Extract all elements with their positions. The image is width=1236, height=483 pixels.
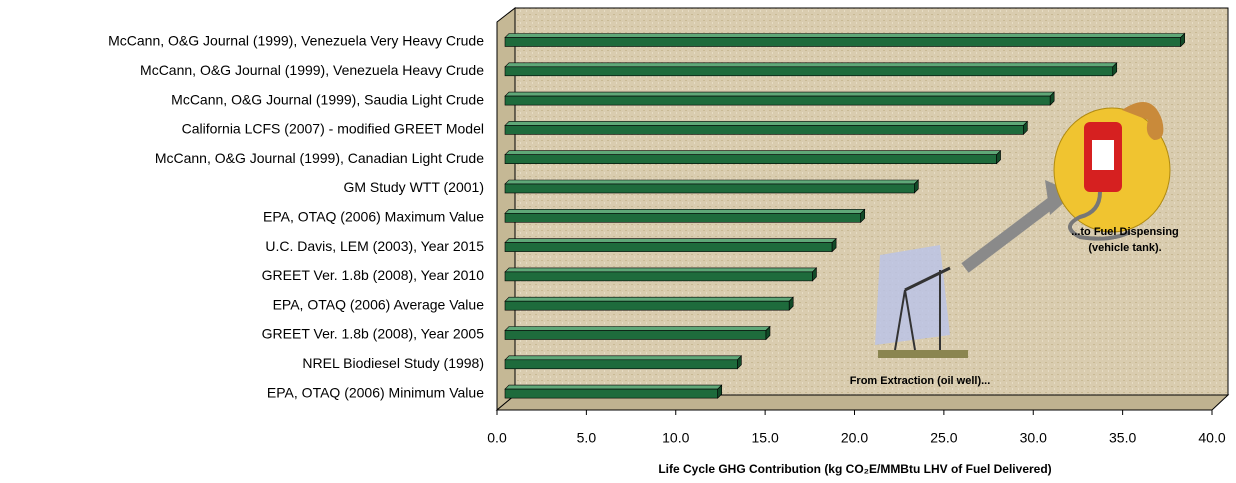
x-tick-label: 5.0 [577,430,597,446]
bar [504,62,1118,77]
bar [504,355,743,370]
annotation: ...to Fuel Dispensing [1071,226,1179,238]
x-tick-label: 35.0 [1109,430,1136,446]
x-axis-title: Life Cycle GHG Contribution (kg CO₂E/MMB… [658,462,1051,476]
bar [504,325,771,341]
annotation: (vehicle tank). [1088,242,1161,254]
bar [504,208,866,224]
annotation: From Extraction (oil well)... [850,375,991,387]
illustration [875,102,1171,358]
bar [504,120,1029,136]
bar [504,296,794,311]
bar [504,91,1055,106]
y-tick-label: McCann, O&G Journal (1999), Canadian Lig… [155,150,484,166]
x-tick-label: 30.0 [1020,430,1047,446]
x-tick-label: 40.0 [1198,430,1225,446]
y-tick-label: EPA, OTAQ (2006) Minimum Value [267,384,484,400]
y-tick-label: GM Study WTT (2001) [343,179,484,195]
y-tick-label: NREL Biodiesel Study (1998) [302,355,484,371]
y-tick-label: California LCFS (2007) - modified GREET … [182,121,484,137]
bar [504,237,837,253]
x-tick-label: 0.0 [487,430,507,446]
y-tick-label: GREET Ver. 1.8b (2008), Year 2010 [262,267,485,283]
y-tick-label: McCann, O&G Journal (1999), Venezuela Ve… [108,33,484,49]
y-tick-label: McCann, O&G Journal (1999), Venezuela He… [140,62,484,78]
x-tick-label: 10.0 [662,430,689,446]
y-tick-label: EPA, OTAQ (2006) Average Value [273,296,485,312]
bar [504,179,920,194]
y-tick-label: GREET Ver. 1.8b (2008), Year 2005 [262,326,485,342]
x-tick-label: 20.0 [841,430,868,446]
bar [504,384,723,399]
bar [504,32,1186,48]
y-tick-label: McCann, O&G Journal (1999), Saudia Light… [171,91,484,107]
y-tick-label: U.C. Davis, LEM (2003), Year 2015 [265,238,484,254]
bar [504,149,1002,165]
x-tick-label: 15.0 [752,430,779,446]
y-tick-label: EPA, OTAQ (2006) Maximum Value [263,209,484,225]
bar [504,267,818,282]
x-tick-label: 25.0 [930,430,957,446]
